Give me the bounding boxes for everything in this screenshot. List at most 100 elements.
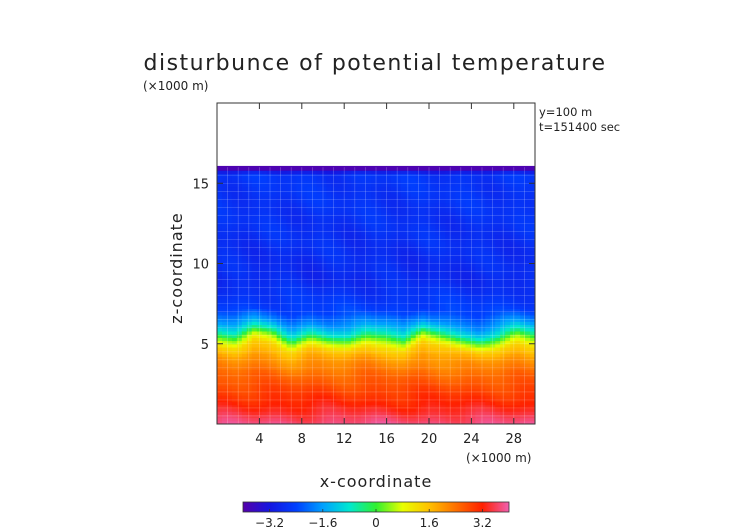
heatmap-cell (435, 170, 442, 175)
heatmap-cell (306, 285, 313, 290)
heatmap-cell (371, 247, 377, 252)
heatmap-cell (465, 324, 472, 329)
heatmap-cell (450, 192, 457, 197)
heatmap-cell (286, 212, 293, 216)
heatmap-cell (445, 231, 452, 236)
heatmap-cell (286, 241, 293, 245)
heatmap-cell (415, 353, 422, 358)
heatmap-cell (241, 321, 248, 326)
heatmap-cell (400, 302, 407, 306)
heatmap-cell (410, 266, 417, 271)
heatmap-cell (296, 340, 303, 345)
heatmap-cell (500, 183, 506, 188)
heatmap-cell (520, 401, 526, 406)
heatmap-cell (236, 330, 243, 335)
heatmap-cell (251, 247, 258, 252)
heatmap-cell (321, 202, 327, 207)
heatmap-cell (286, 327, 293, 332)
heatmap-cell (231, 212, 238, 216)
heatmap-cell (390, 337, 397, 342)
heatmap-cell (415, 314, 422, 319)
heatmap-cell (445, 215, 452, 220)
heatmap-cell (405, 350, 412, 354)
heatmap-cell (217, 404, 223, 409)
heatmap-cell (435, 269, 442, 274)
heatmap-cell (410, 208, 417, 213)
heatmap-cell (480, 234, 486, 239)
heatmap-cell (221, 221, 228, 226)
heatmap-cell (346, 247, 352, 252)
heatmap-cell (336, 257, 342, 261)
heatmap-cell (311, 276, 317, 281)
heatmap-cell (361, 363, 367, 367)
heatmap-cell (331, 263, 337, 268)
heatmap-cell (515, 224, 521, 229)
heatmap-cell (420, 314, 427, 319)
heatmap-cell (520, 257, 526, 261)
heatmap-cell (271, 411, 278, 415)
heatmap-cell (376, 395, 382, 399)
heatmap-cell (241, 414, 248, 419)
heatmap-cell (356, 170, 362, 175)
heatmap-cell (226, 289, 233, 293)
heatmap-cell (291, 350, 298, 354)
heatmap-cell (296, 420, 303, 424)
heatmap-cell (356, 263, 362, 268)
heatmap-cell (450, 269, 457, 274)
heatmap-cell (470, 366, 476, 371)
heatmap-cell (400, 189, 407, 194)
heatmap-cell (425, 353, 432, 358)
heatmap-cell (286, 366, 293, 371)
heatmap-cell (226, 231, 233, 236)
heatmap-cell (271, 285, 278, 290)
heatmap-cell (420, 186, 427, 191)
heatmap-cell (490, 183, 496, 188)
heatmap-cell (405, 292, 412, 297)
heatmap-cell (450, 273, 457, 277)
heatmap-cell (261, 218, 268, 223)
heatmap-cell (495, 176, 501, 181)
heatmap-cell (430, 314, 437, 319)
heatmap-cell (336, 170, 342, 175)
heatmap-cell (450, 285, 457, 290)
heatmap-cell (480, 314, 486, 319)
heatmap-cell (306, 295, 313, 300)
heatmap-cell (470, 295, 476, 300)
heatmap-cell (405, 411, 412, 415)
heatmap-cell (301, 314, 308, 319)
heatmap-cell (331, 414, 337, 419)
heatmap-cell (366, 308, 372, 313)
heatmap-cell (371, 324, 377, 329)
heatmap-cell (336, 420, 342, 424)
heatmap-cell (435, 420, 442, 424)
heatmap-cell (410, 170, 417, 175)
heatmap-cell (321, 241, 327, 245)
heatmap-cell (301, 318, 308, 322)
heatmap-cell (321, 343, 327, 348)
heatmap-cell (296, 379, 303, 383)
heatmap-cell (380, 340, 387, 345)
heatmap-cell (485, 231, 491, 236)
heatmap-cell (326, 327, 332, 332)
heatmap-cell (296, 260, 303, 265)
heatmap-cell (311, 382, 317, 387)
heatmap-cell (440, 375, 447, 380)
heatmap-cell (251, 192, 258, 197)
heatmap-cell (395, 311, 402, 316)
heatmap-cell (241, 314, 248, 319)
heatmap-cell (390, 379, 397, 383)
heatmap-cell (366, 196, 372, 200)
heatmap-cell (316, 382, 322, 387)
heatmap-cell (281, 330, 288, 335)
heatmap-cell (410, 196, 417, 200)
heatmap-cell (311, 215, 317, 220)
heatmap-cell (490, 218, 496, 223)
heatmap-cell (500, 189, 506, 194)
heatmap-cell (485, 279, 491, 284)
heatmap-cell (380, 356, 387, 361)
heatmap-cell (366, 395, 372, 399)
heatmap-cell (261, 318, 268, 322)
heatmap-cell (520, 407, 526, 412)
heatmap-cell (226, 353, 233, 358)
heatmap-cell (261, 180, 268, 184)
